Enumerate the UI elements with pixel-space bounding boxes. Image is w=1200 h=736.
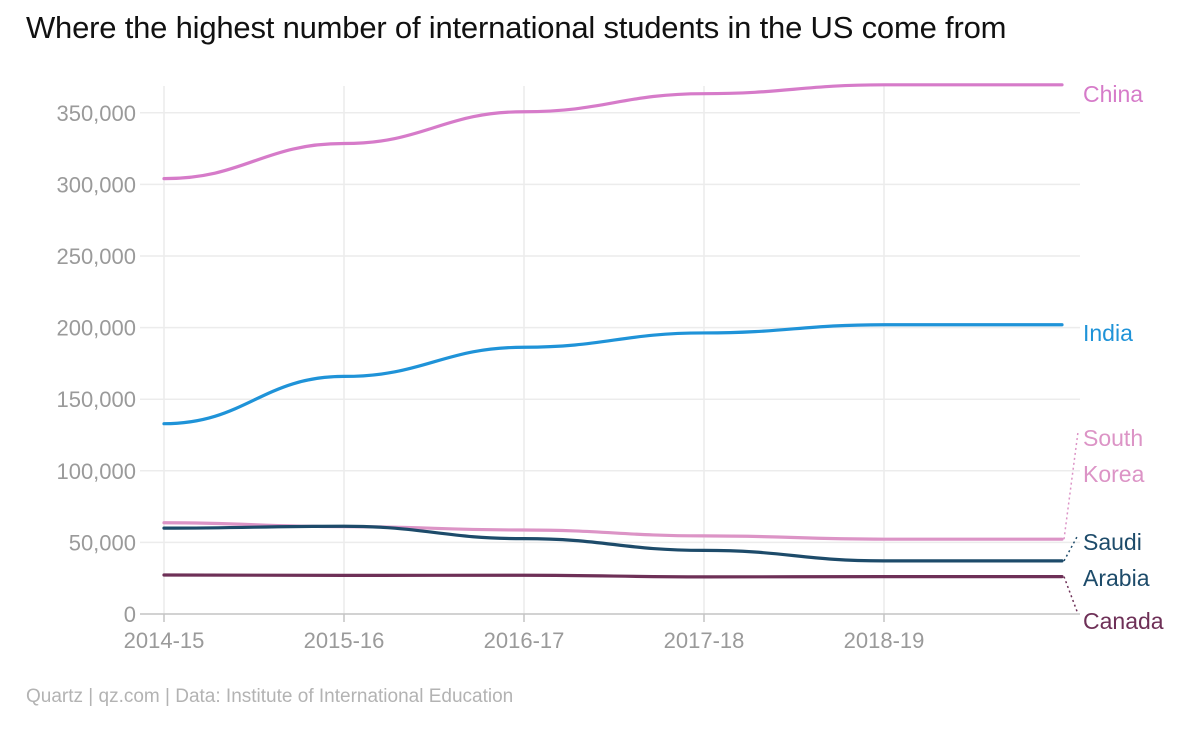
series-label-saudi-arabia: Saudi	[1083, 529, 1142, 555]
y-tick-label: 300,000	[56, 172, 136, 197]
series-line-india	[162, 323, 1064, 426]
x-tick-label: 2015-16	[304, 628, 385, 653]
label-leader-line	[1063, 576, 1079, 615]
y-tick-label: 100,000	[56, 459, 136, 484]
chart-title: Where the highest number of internationa…	[26, 10, 1007, 45]
x-tick-label: 2014-15	[124, 628, 205, 653]
label-leader-line	[1063, 431, 1079, 540]
series-label-saudi-arabia: Arabia	[1083, 565, 1150, 591]
series-label-india: India	[1083, 320, 1133, 346]
axes: 0 50,000 100,000 150,000 200,000 250,000 300,0…	[56, 101, 1080, 653]
series-line-china	[162, 83, 1064, 181]
x-tick-label: 2016-17	[484, 628, 565, 653]
series-label-south-korea: South	[1083, 425, 1143, 451]
series-label-south-korea: Korea	[1083, 461, 1145, 487]
grid	[140, 86, 1080, 614]
series-label-canada: Canada	[1083, 608, 1164, 634]
label-leader-line	[1063, 534, 1079, 562]
series-labels: China India South Korea Saudi Arabia Canada	[1063, 81, 1164, 634]
y-tick-label: 150,000	[56, 387, 136, 412]
series-line-canada	[162, 573, 1064, 579]
series-label-china: China	[1083, 81, 1143, 107]
source-note: Quartz | qz.com | Data: Institute of Int…	[26, 686, 514, 707]
y-tick-label: 0	[124, 602, 136, 627]
y-tick-label: 50,000	[69, 530, 136, 555]
y-tick-label: 250,000	[56, 244, 136, 269]
series-lines	[162, 83, 1064, 579]
series-line-saudi-arabia	[162, 524, 1064, 563]
y-tick-label: 350,000	[56, 101, 136, 126]
x-tick-label: 2017-18	[664, 628, 745, 653]
y-tick-label: 200,000	[56, 316, 136, 341]
x-tick-label: 2018-19	[844, 628, 925, 653]
